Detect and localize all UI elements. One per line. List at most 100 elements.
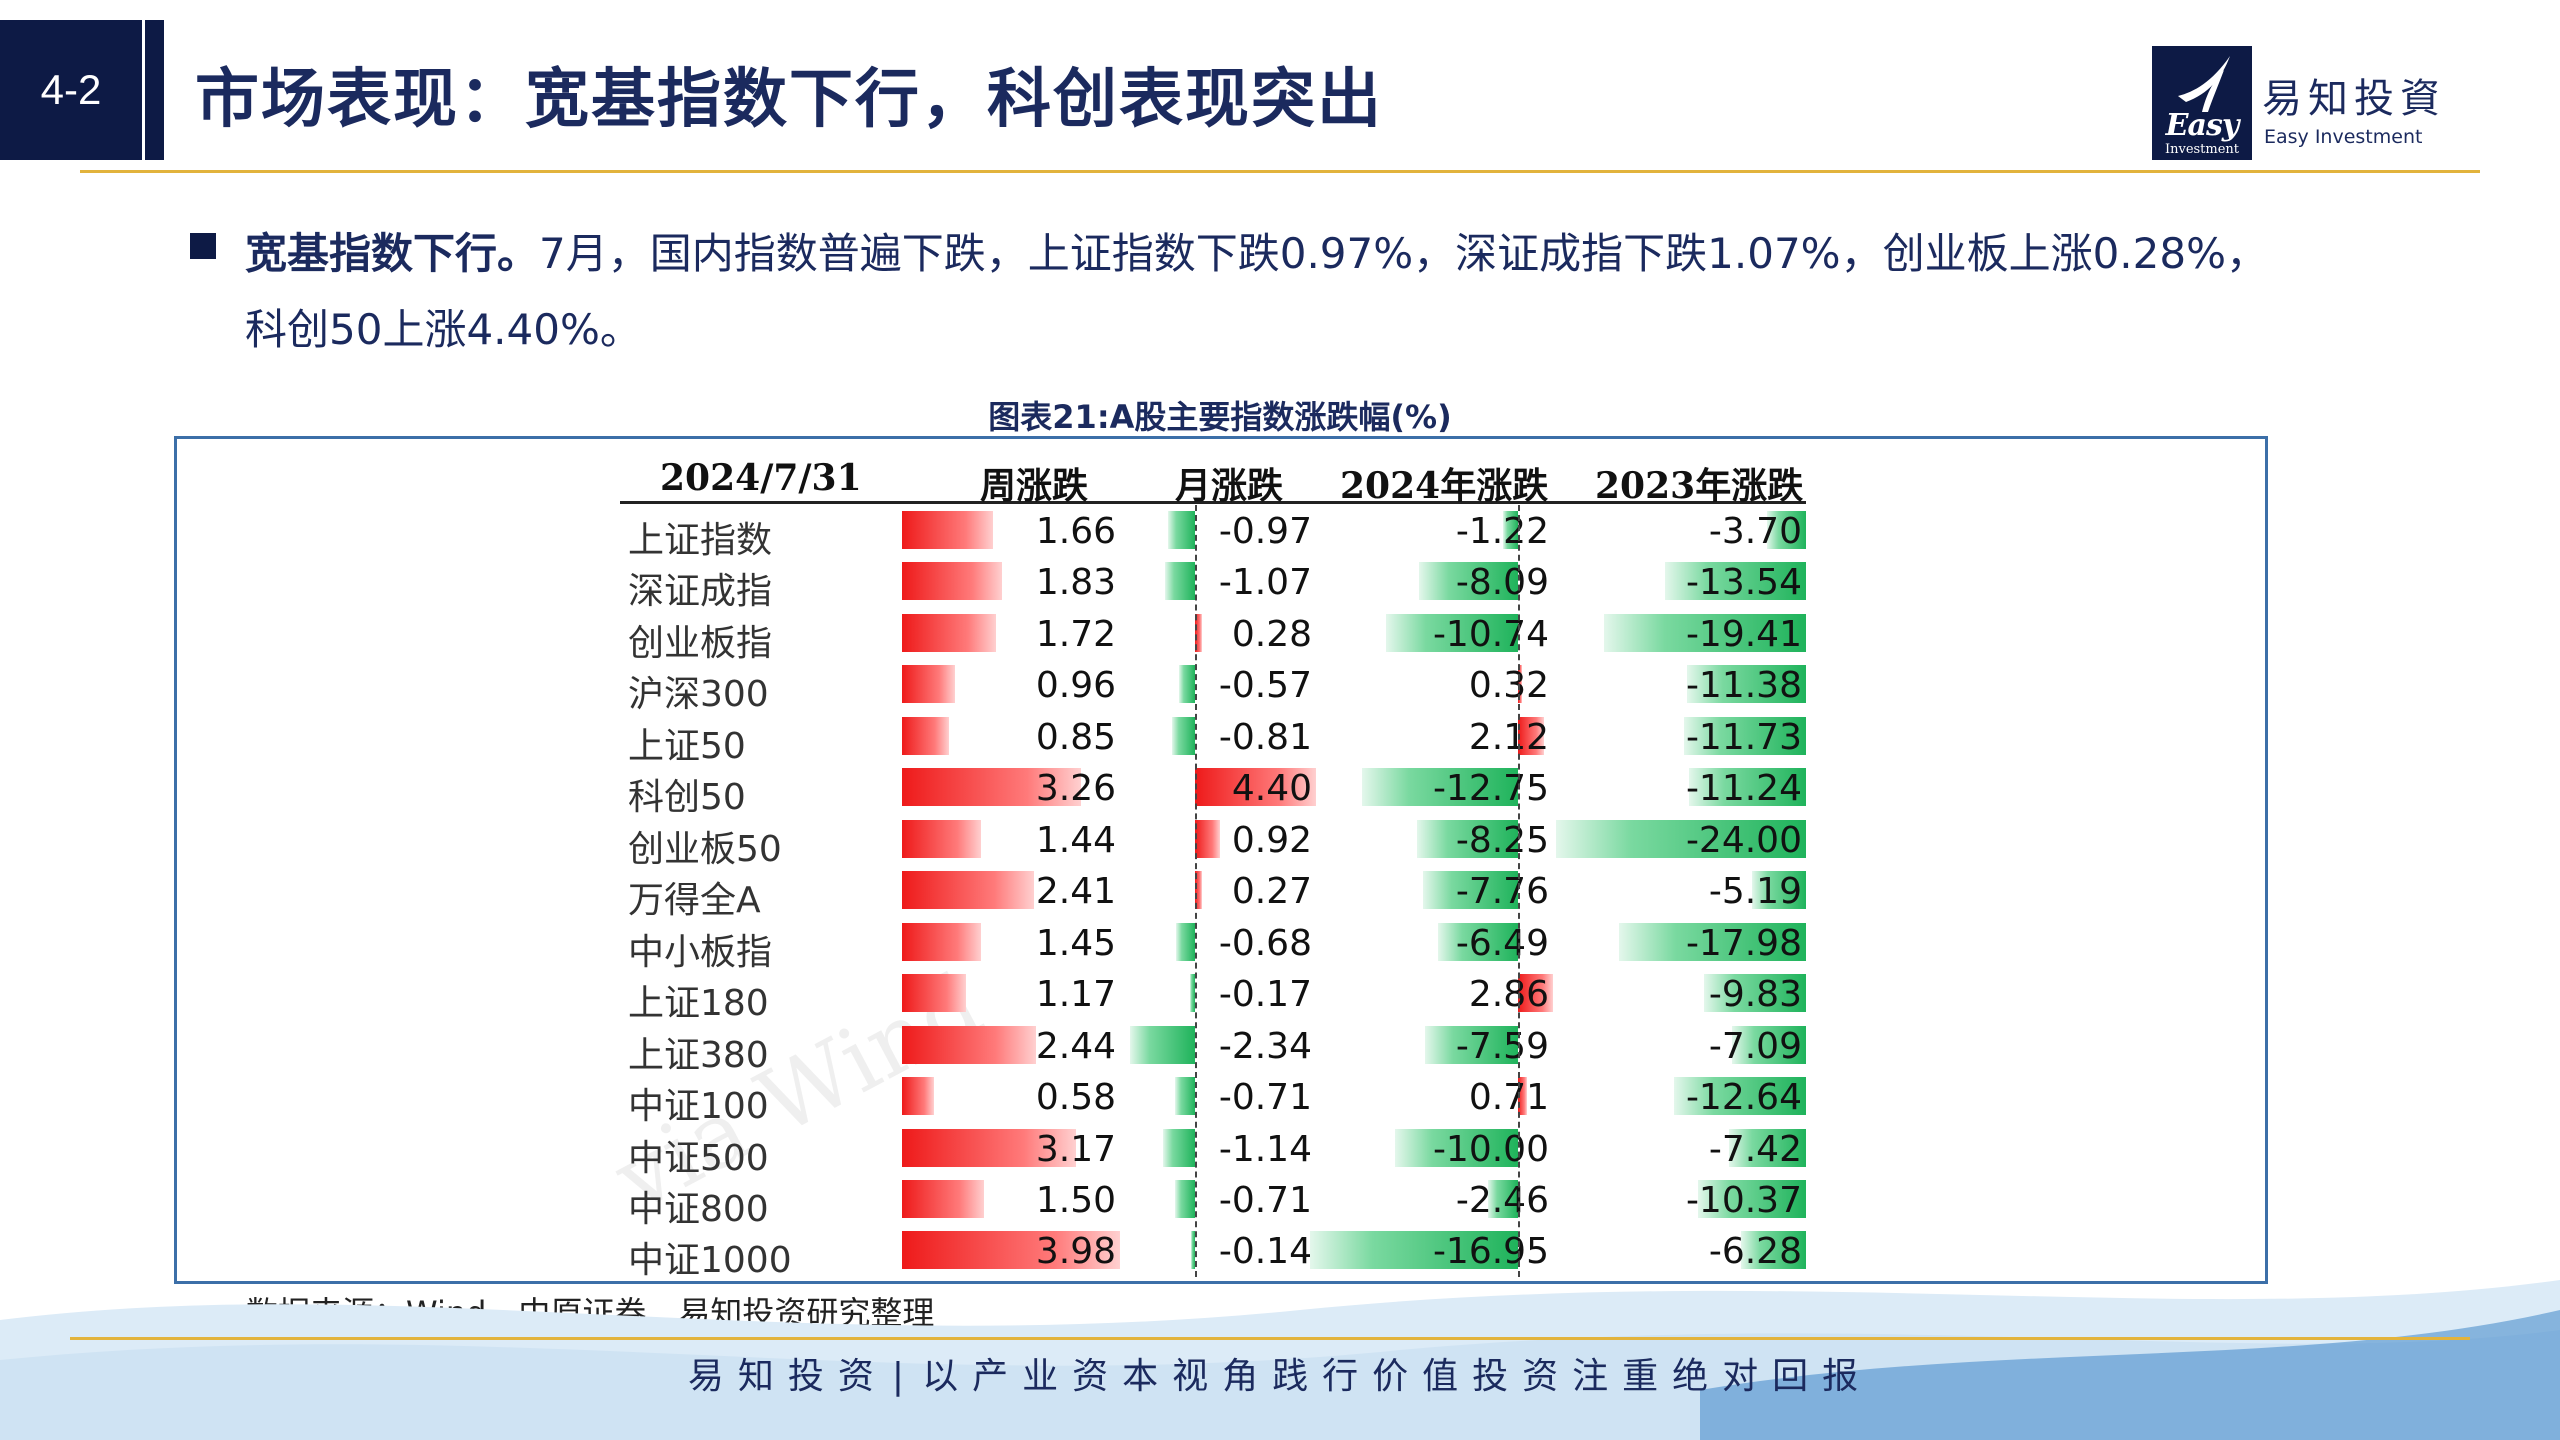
cell-value: -11.38 <box>1685 665 1802 707</box>
data-cell: -7.09 <box>1556 1022 1806 1068</box>
negative-bar <box>1618 922 1806 961</box>
table-row: 中小板指 1.45 -0.68 -6.49 -17.98 <box>620 917 1806 973</box>
data-cell: -11.38 <box>1556 661 1806 707</box>
positive-bar <box>902 665 955 704</box>
negative-bar <box>1167 511 1195 549</box>
data-cell: 0.28 <box>1130 610 1316 656</box>
bullet-lead: 宽基指数下行。 <box>245 229 540 278</box>
cell-value: -0.17 <box>1218 974 1312 1016</box>
figure-title: 图表21:A股主要指数涨跌幅(%) <box>988 398 1452 436</box>
figure-frame <box>174 436 2268 1284</box>
index-name: 上证180 <box>628 983 769 1025</box>
cell-value: 3.98 <box>1035 1231 1116 1273</box>
index-name: 上证380 <box>628 1034 769 1076</box>
index-name: 上证50 <box>628 725 746 767</box>
data-cell: -0.97 <box>1130 507 1316 553</box>
positive-bar <box>1194 768 1316 807</box>
index-name: 中证800 <box>628 1188 769 1230</box>
table-row: 创业板50 1.44 0.92 -8.25 -24.00 <box>620 814 1806 870</box>
data-cell: -0.17 <box>1130 970 1316 1016</box>
logo-name-cn: 易知投資 <box>2262 76 2446 122</box>
cell-value: -0.71 <box>1218 1179 1312 1221</box>
positive-bar <box>1517 1077 1527 1116</box>
data-cell: 3.26 <box>902 764 1120 810</box>
negative-bar <box>1174 1179 1195 1218</box>
zero-axis-line <box>1517 505 1520 1277</box>
logo-mark-subtext: Investment <box>2164 142 2240 157</box>
index-name: 上证指数 <box>628 520 773 561</box>
negative-bar <box>1386 613 1518 652</box>
data-cell: -1.22 <box>1310 507 1553 553</box>
negative-bar <box>1603 613 1806 652</box>
data-cell: 4.40 <box>1130 764 1316 810</box>
footer-wave <box>0 1280 2560 1440</box>
cell-value: -12.64 <box>1685 1077 1802 1119</box>
zero-axis-line <box>1194 505 1197 1277</box>
cell-value: -1.22 <box>1455 511 1549 552</box>
negative-bar <box>1424 1025 1518 1064</box>
data-cell: -0.81 <box>1130 713 1316 759</box>
index-name: 中证1000 <box>628 1240 792 1282</box>
data-cell: 0.85 <box>902 713 1120 759</box>
cell-value: -1.07 <box>1218 562 1312 604</box>
positive-bar <box>902 819 981 858</box>
logo-name-en: Easy Investment <box>2264 126 2423 148</box>
table-header: 2024/7/31 周涨跌 月涨跌 2024年涨跌 2023年涨跌 <box>620 455 1806 507</box>
data-cell: 1.17 <box>902 970 1120 1016</box>
negative-bar <box>1732 1025 1806 1064</box>
footer-brand: 易知投资 <box>687 1356 888 1397</box>
index-name: 创业板指 <box>628 622 773 664</box>
data-cell: 0.92 <box>1130 816 1316 862</box>
data-cell: -10.74 <box>1310 610 1553 656</box>
table-row: 中证500 3.17 -1.14 -10.00 -7.42 <box>620 1123 1806 1179</box>
data-cell: 1.45 <box>902 919 1120 965</box>
negative-bar <box>1165 562 1195 601</box>
negative-bar <box>1172 716 1195 755</box>
positive-bar <box>902 562 1003 601</box>
negative-bar <box>1163 1128 1195 1167</box>
data-cell: 2.44 <box>902 1022 1120 1068</box>
negative-bar <box>1688 768 1806 807</box>
column-header: 2024/7/31 <box>660 457 862 499</box>
negative-bar <box>1687 665 1806 704</box>
data-cell: -2.34 <box>1130 1022 1316 1068</box>
cell-value: 2.86 <box>1468 974 1549 1016</box>
cell-value: -11.73 <box>1685 716 1802 758</box>
page-title: 市场表现：宽基指数下行，科创表现突出 <box>195 63 1383 137</box>
data-cell: 1.72 <box>902 610 1120 656</box>
positive-bar <box>902 716 949 755</box>
data-cell: -2.46 <box>1310 1176 1553 1222</box>
data-cell: -24.00 <box>1556 816 1806 862</box>
negative-bar <box>1556 819 1806 858</box>
negative-bar <box>1175 922 1195 961</box>
data-cell: -12.75 <box>1310 764 1553 810</box>
cell-value: 1.17 <box>1035 974 1116 1016</box>
table-row: 中证800 1.50 -0.71 -2.46 -10.37 <box>620 1174 1806 1230</box>
negative-bar <box>1310 1231 1518 1270</box>
negative-bar <box>1178 665 1195 704</box>
negative-bar <box>1683 716 1806 755</box>
column-header: 2024年涨跌 <box>1340 465 1549 507</box>
logo-mark-text: Easy <box>2165 108 2240 143</box>
bullet-square-icon <box>190 233 216 259</box>
cell-value: 4.40 <box>1231 768 1312 810</box>
cell-value: -12.75 <box>1432 768 1549 810</box>
negative-bar <box>1674 1077 1806 1116</box>
negative-bar <box>1416 819 1518 858</box>
cell-value: -0.71 <box>1218 1077 1312 1119</box>
data-cell: 0.32 <box>1310 661 1553 707</box>
column-header: 周涨跌 <box>980 465 1089 507</box>
cell-value: -9.83 <box>1708 974 1802 1016</box>
data-cell: -8.25 <box>1310 816 1553 862</box>
cell-value: -7.76 <box>1455 871 1549 913</box>
table-row: 创业板指 1.72 0.28 -10.74 -19.41 <box>620 608 1806 664</box>
data-cell: -12.64 <box>1556 1073 1806 1119</box>
index-name: 沪深300 <box>628 674 769 716</box>
negative-bar <box>1190 1231 1195 1270</box>
negative-bar <box>1189 974 1195 1013</box>
data-cell: 2.86 <box>1310 970 1553 1016</box>
data-cell: 0.58 <box>902 1073 1120 1119</box>
cell-value: -6.49 <box>1455 922 1549 964</box>
cell-value: 1.45 <box>1035 922 1116 964</box>
index-name: 创业板50 <box>628 828 782 870</box>
